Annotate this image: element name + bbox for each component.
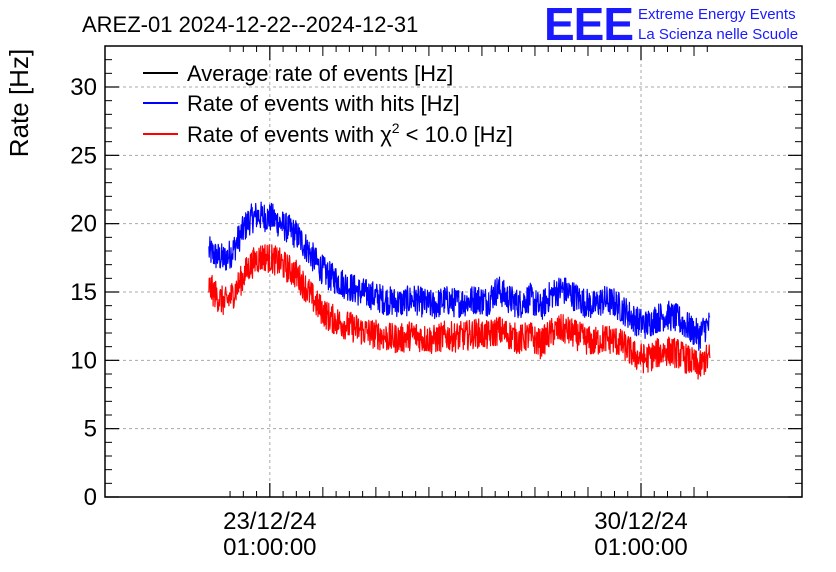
org-name-line2: La Scienza nelle Scuole <box>638 26 798 43</box>
x-tick-time-label: 01:00:00 <box>223 534 316 561</box>
y-tick-label: 25 <box>70 142 97 169</box>
legend-label-chi2-suffix: < 10.0 [Hz] <box>400 122 513 147</box>
y-axis-label: Rate [Hz] <box>4 49 34 157</box>
x-tick-time-label: 01:00:00 <box>594 534 687 561</box>
y-tick-label: 0 <box>84 484 97 511</box>
legend-label-chi2-sup: 2 <box>392 120 400 136</box>
plot-frame <box>104 45 803 498</box>
legend-label-hits: Rate of events with hits [Hz] <box>187 91 460 116</box>
legend-label-average: Average rate of events [Hz] <box>187 61 453 86</box>
series-layer <box>208 201 711 380</box>
y-tick-label: 5 <box>84 416 97 443</box>
series-line-hits <box>208 201 711 351</box>
y-tick-label: 20 <box>70 211 97 238</box>
x-tick-date-label: 30/12/24 <box>594 508 687 535</box>
axes: 05101520253023/12/2401:00:0030/12/2401:0… <box>70 46 802 561</box>
y-tick-label: 30 <box>70 74 97 101</box>
series-line-chi2 <box>208 244 711 380</box>
legend: Average rate of events [Hz] Rate of even… <box>143 61 513 147</box>
x-tick-date-label: 23/12/24 <box>223 508 316 535</box>
chart-title: AREZ-01 2024-12-22--2024-12-31 <box>82 12 418 37</box>
org-name-line1: Extreme Energy Events <box>638 6 796 23</box>
eee-logo: EEE <box>544 0 633 50</box>
legend-label-chi2: Rate of events with χ2 < 10.0 [Hz] <box>187 120 513 147</box>
legend-label-chi2-prefix: Rate of events with χ <box>187 122 392 147</box>
y-tick-label: 15 <box>70 279 97 306</box>
y-tick-label: 10 <box>70 347 97 374</box>
